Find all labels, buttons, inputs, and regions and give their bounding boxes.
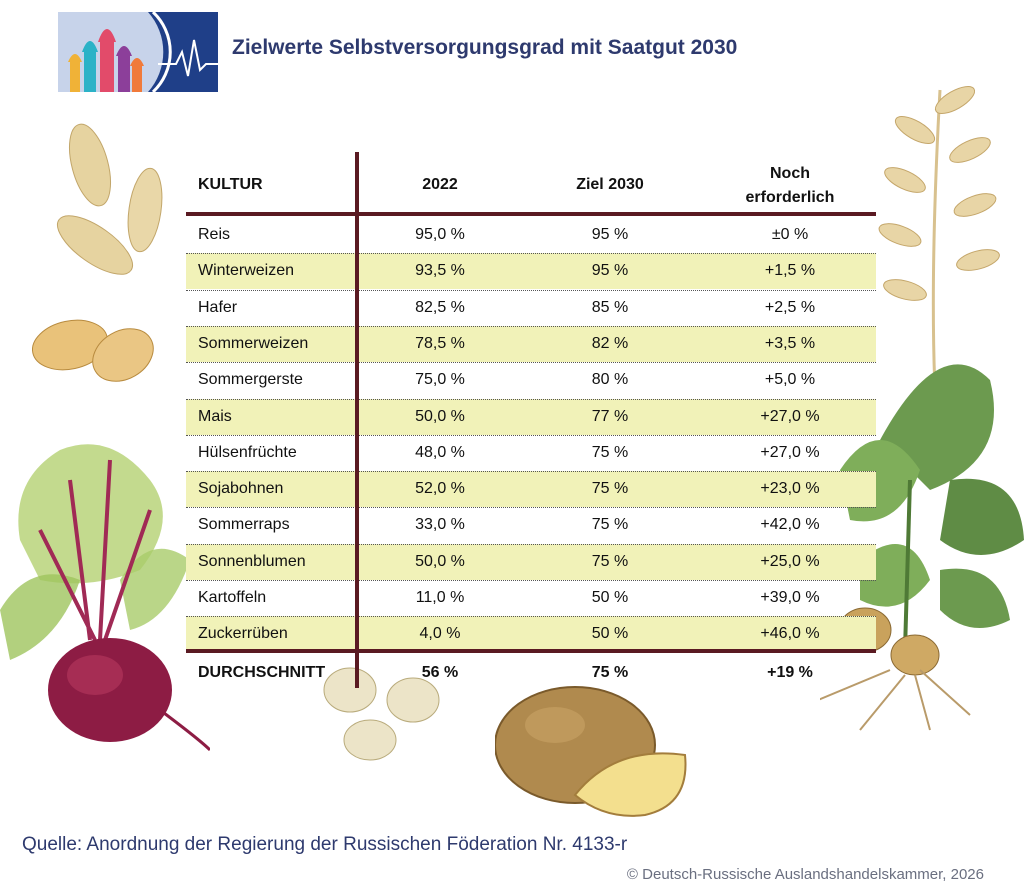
table-cell-y2022: 93,5 % <box>415 262 465 280</box>
table-cell-kultur: Sommerraps <box>198 516 290 534</box>
table-cell-kultur: Hülsenfrüchte <box>198 443 297 461</box>
table-cell-kultur: Hafer <box>198 298 238 316</box>
table-cell-y2022: 33,0 % <box>415 516 465 534</box>
oat-flakes-illustration <box>31 319 154 382</box>
row-band <box>186 471 876 508</box>
row-separator <box>186 434 876 436</box>
table-cell-y2022: 4,0 % <box>419 625 461 643</box>
oat-stalk-illustration <box>878 86 1000 390</box>
row-separator <box>186 289 876 291</box>
table-cell-ziel: 80 % <box>591 371 629 389</box>
table-cell-y2022: 95,0 % <box>415 226 465 243</box>
row-band <box>186 398 876 435</box>
table-cell-ziel: 85 % <box>591 298 629 316</box>
table-cell-noch: ±0 % <box>771 226 809 243</box>
table-cell-ziel: 77 % <box>591 407 629 425</box>
row-separator <box>186 580 876 581</box>
header-kultur: KULTUR <box>198 176 263 193</box>
table-cell-y2022: 75,0 % <box>415 371 465 389</box>
potato-plant-illustration <box>820 364 1024 731</box>
table-cell-y2022: 48,0 % <box>415 443 465 461</box>
table-cell-kultur: Sojabohnen <box>198 480 284 498</box>
table-cell-kultur: Kartoffeln <box>198 589 267 606</box>
copyright-note: © Deutsch-Russische Auslandshandelskamme… <box>626 866 984 883</box>
row-separator <box>186 325 876 327</box>
chart-title: Zielwerte Selbstversorgungsgrad mit Saat… <box>232 36 738 59</box>
row-separator <box>186 253 876 255</box>
table-cell-kultur: Zuckerrüben <box>198 625 288 643</box>
source-note: Quelle: Anordnung der Regierung der Russ… <box>22 834 628 855</box>
grains-illustration <box>323 667 440 761</box>
table-cell-kultur: Sommergerste <box>198 371 303 389</box>
table-cell-ziel: 75 % <box>591 552 629 570</box>
potato-illustration <box>495 686 687 817</box>
table-cell-ziel: 50 % <box>591 625 629 643</box>
table-cell-y2022: 78,5 % <box>415 334 465 352</box>
header-rule <box>186 212 876 216</box>
row-separator <box>186 362 876 364</box>
header-ziel-2030: Ziel 2030 <box>576 176 644 193</box>
row-band <box>186 543 876 580</box>
row-band <box>186 616 876 653</box>
row-band <box>186 253 876 290</box>
row-separator <box>186 398 876 400</box>
row-separator <box>186 543 876 545</box>
table-cell-ziel: 50 % <box>591 589 629 606</box>
table-cell-kultur: Sonnenblumen <box>198 552 306 570</box>
table-cell-ziel: 75 % <box>591 516 629 534</box>
table-cell-ziel: 95 % <box>591 226 629 243</box>
table-cell-kultur: Winterweizen <box>198 262 295 280</box>
table-cell-ziel: 75 % <box>591 480 629 498</box>
row-separator <box>186 507 876 509</box>
table-cell-kultur: Reis <box>198 226 231 243</box>
ahk-logo <box>58 12 218 92</box>
table-cell-kultur: Mais <box>198 407 232 425</box>
header-noch-line2: erforderlich <box>745 189 835 206</box>
column-rule <box>355 152 359 688</box>
row-separator <box>186 471 876 473</box>
table-cell-y2022: 50,0 % <box>415 552 465 570</box>
table-cell-ziel: 75 % <box>591 443 629 461</box>
table-cell-y2022: 82,5 % <box>415 298 465 316</box>
row-separator <box>186 616 876 618</box>
beetroot-illustration <box>0 444 210 752</box>
rice-grains-illustration <box>57 123 163 275</box>
table-cell-kultur: Sommerweizen <box>198 334 309 352</box>
row-band <box>186 325 876 362</box>
header-noch-erforderlich: Noch erforderlich <box>710 162 870 210</box>
header-2022: 2022 <box>422 176 458 193</box>
table-cell-noch: +1,5 % <box>764 262 816 280</box>
footer-rule <box>186 649 876 653</box>
table-cell-y2022: 50,0 % <box>415 407 465 425</box>
header-noch-line1: Noch <box>770 165 810 182</box>
table-cell-ziel: 95 % <box>591 262 629 280</box>
table-cell-y2022: 52,0 % <box>415 480 465 498</box>
table-cell-ziel: 82 % <box>591 334 629 352</box>
table-cell-y2022: 11,0 % <box>415 589 465 606</box>
